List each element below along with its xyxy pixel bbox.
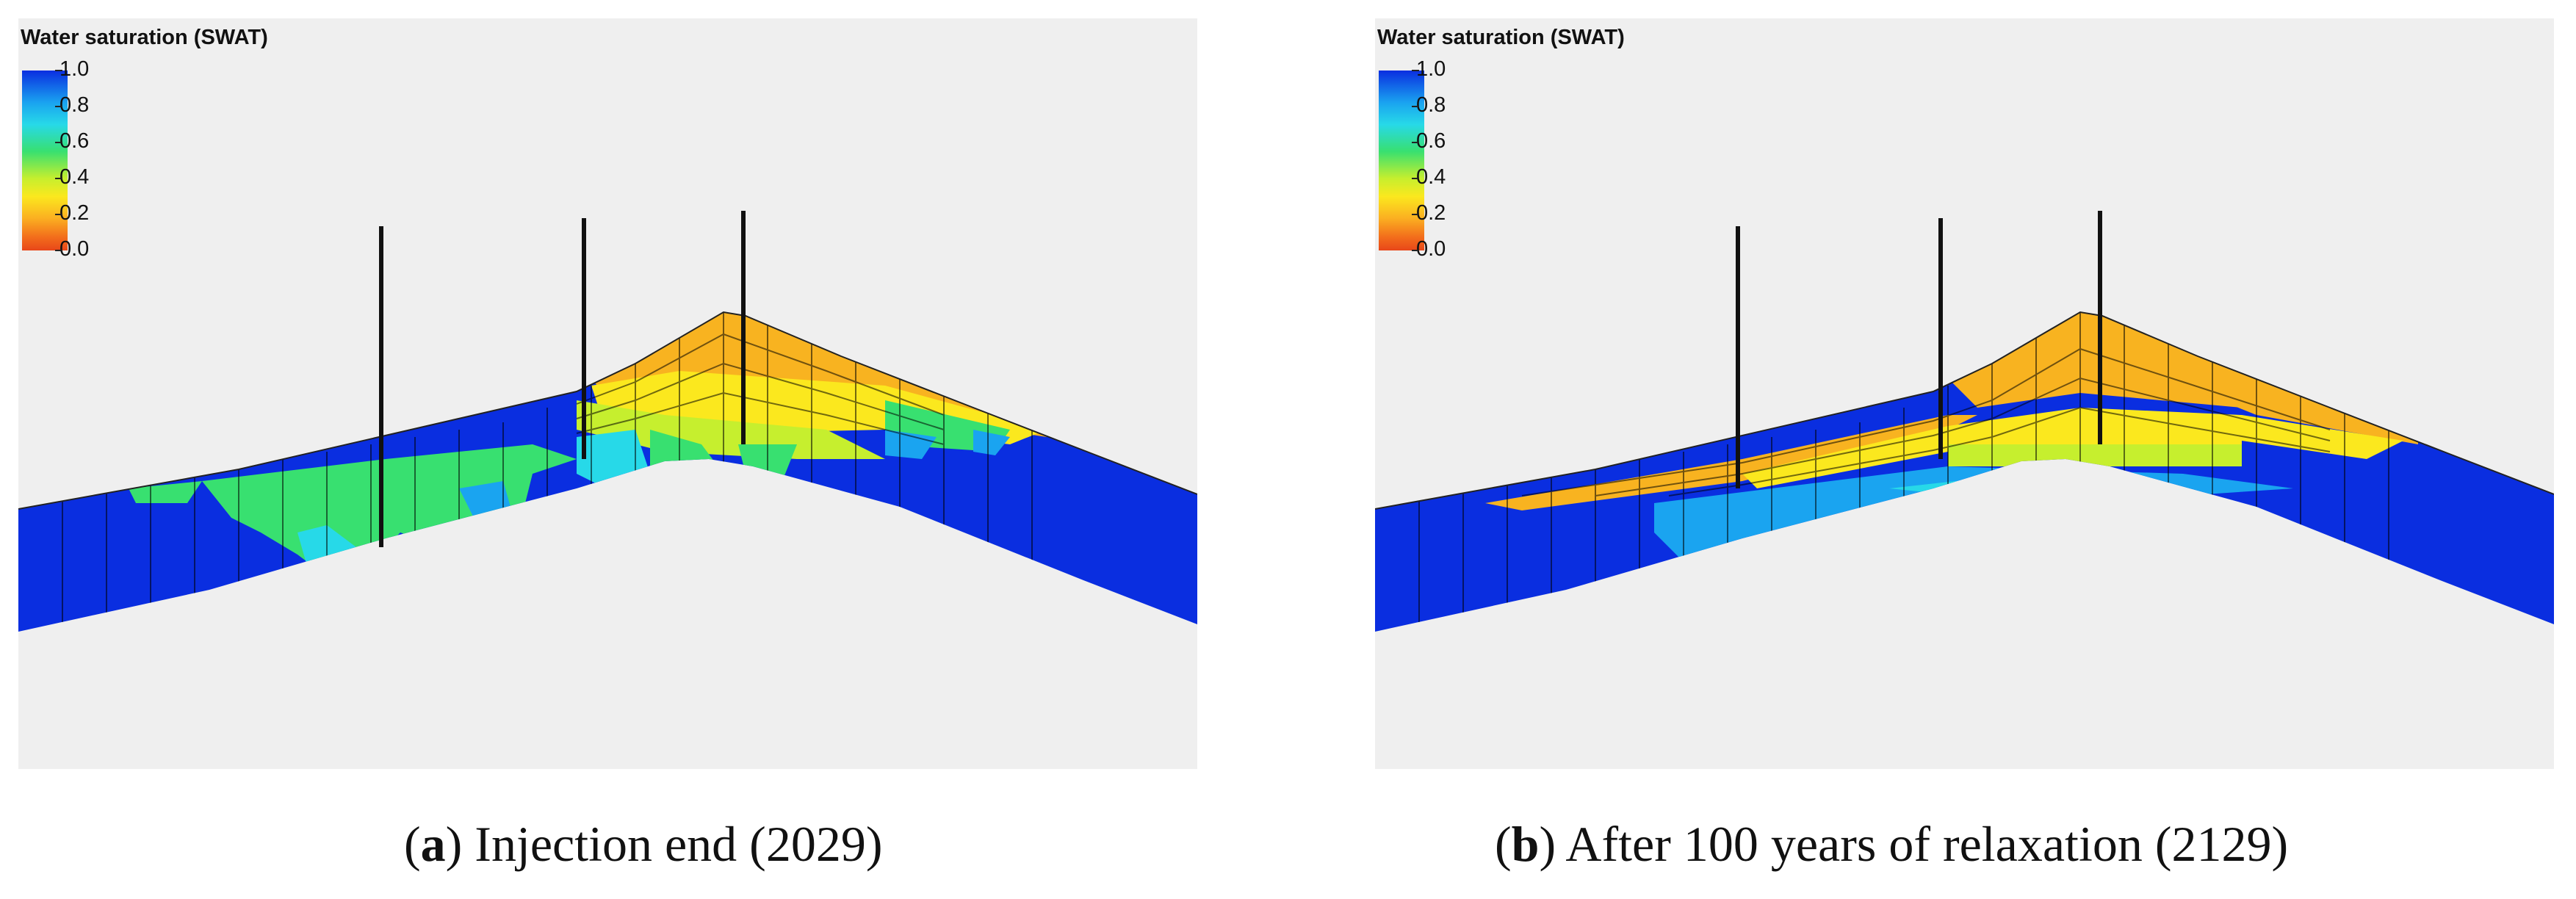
caption-a-text: ) Injection end (2029) (445, 816, 883, 872)
colorbar (22, 71, 68, 250)
legend-tick-1-0: 1.0 (54, 57, 90, 81)
saturation-field (1375, 312, 2554, 632)
colorbar (1379, 71, 1424, 250)
reservoir-cross-section (18, 211, 1197, 632)
legend-title: Water saturation (SWAT) (21, 26, 268, 49)
legend-tick-0-8: 0.8 (54, 93, 90, 117)
legend-title: Water saturation (SWAT) (1377, 26, 1625, 49)
legend-tick-0-2: 0.2 (1411, 201, 1446, 225)
reservoir-cross-section (1375, 211, 2554, 632)
legend-tick-0-8: 0.8 (1411, 93, 1446, 117)
caption-b-text: ) After 100 years of relaxation (2129) (1539, 816, 2289, 872)
panel-a-injection-end: Water saturation (SWAT) 1.0 0.8 0.6 0.4 … (18, 18, 1197, 769)
caption-b-letter: b (1511, 816, 1540, 872)
caption-a-letter: a (420, 816, 446, 872)
legend-tick-0-6: 0.6 (54, 129, 90, 153)
saturation-field (18, 312, 1197, 632)
caption-a: (a) Injection end (2029) (404, 816, 883, 872)
legend-tick-0-4: 0.4 (54, 165, 90, 189)
legend-tick-0-0: 0.0 (54, 237, 90, 261)
legend-tick-0-2: 0.2 (54, 201, 90, 225)
panel-b-after-relaxation: Water saturation (SWAT) 1.0 0.8 0.6 0.4 … (1375, 18, 2554, 769)
legend-tick-1-0: 1.0 (1411, 57, 1446, 81)
legend-tick-0-6: 0.6 (1411, 129, 1446, 153)
caption-b: (b) After 100 years of relaxation (2129) (1495, 816, 2289, 872)
legend-tick-0-4: 0.4 (1411, 165, 1446, 189)
legend-tick-0-0: 0.0 (1411, 237, 1446, 261)
